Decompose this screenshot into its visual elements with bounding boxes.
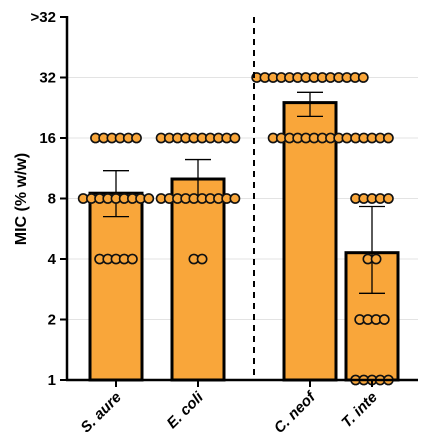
x-category-label: T. inte	[338, 389, 380, 431]
data-point	[229, 193, 241, 204]
data-point	[131, 132, 142, 144]
y-tick-label: >32	[31, 9, 56, 26]
y-tick-label: 2	[48, 312, 56, 329]
data-point	[196, 253, 208, 265]
y-tick-label: 1	[48, 372, 56, 389]
data-point	[370, 253, 382, 265]
data-point	[382, 132, 394, 144]
data-point	[341, 132, 353, 144]
data-point	[229, 132, 241, 144]
data-point	[126, 253, 138, 265]
y-tick-label: 16	[39, 130, 56, 147]
data-point	[382, 193, 394, 204]
x-category-label: E. coli	[164, 388, 208, 432]
bar	[170, 177, 226, 382]
x-tick-labels: S. aure E. coli C. neof T. inte	[77, 387, 380, 436]
x-category-label: C. neof	[271, 387, 320, 436]
data-point	[143, 193, 155, 204]
y-tick-label: 8	[48, 191, 56, 208]
y-tick-label: 32	[39, 70, 56, 87]
bars-group	[88, 101, 400, 382]
x-category-label: S. aure	[77, 389, 124, 436]
y-axis-title: MIC (% w/w)	[13, 153, 30, 245]
axes-group	[60, 16, 418, 387]
data-point	[357, 72, 369, 83]
data-point	[378, 314, 390, 325]
error-bars-group	[103, 91, 385, 294]
y-tick-labels: 1 2 4 8 16 32 >32	[31, 9, 57, 389]
bar	[88, 191, 144, 382]
y-tick-label: 4	[48, 251, 57, 268]
bar	[282, 101, 338, 382]
